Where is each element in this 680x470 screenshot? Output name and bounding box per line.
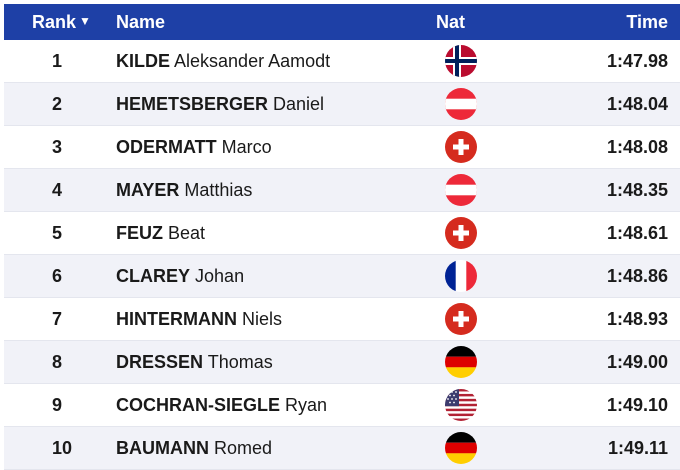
time-cell: 1:48.93	[606, 308, 668, 329]
time-cell: 1:48.61	[606, 222, 668, 243]
athlete-first-name: Thomas	[207, 351, 273, 372]
time-cell: 1:47.98	[606, 50, 668, 71]
athlete-name-cell[interactable]: HINTERMANN Niels	[112, 309, 418, 330]
athlete-first-name: Marco	[221, 136, 272, 157]
nation-cell	[418, 45, 510, 77]
switzerland-flag-icon	[445, 131, 477, 163]
time-cell: 1:49.11	[607, 437, 668, 458]
athlete-first-name: Niels	[242, 308, 283, 329]
athlete-last-name: COCHRAN-SIEGLE	[116, 394, 281, 415]
athlete-first-name: Ryan	[285, 394, 328, 415]
athlete-name-cell[interactable]: KILDE Aleksander Aamodt	[112, 51, 418, 72]
norway-flag-icon	[445, 45, 477, 77]
table-row[interactable]: 9 COCHRAN-SIEGLE Ryan 1:49.10	[4, 384, 680, 427]
athlete-name-cell[interactable]: COCHRAN-SIEGLE Ryan	[112, 395, 418, 416]
nation-cell	[418, 174, 510, 206]
rank-column-header[interactable]: Rank ▼	[4, 12, 112, 33]
name-column-header[interactable]: Name	[116, 11, 166, 32]
table-row[interactable]: 3 ODERMATT Marco 1:48.08	[4, 126, 680, 169]
table-header: Rank ▼ Name Nat Time	[4, 4, 680, 40]
time-cell: 1:48.35	[606, 179, 668, 200]
rank-cell: 6	[4, 266, 112, 287]
rank-cell: 8	[4, 352, 112, 373]
table-row[interactable]: 8 DRESSEN Thomas 1:49.00	[4, 341, 680, 384]
time-cell: 1:48.04	[606, 93, 668, 114]
nation-cell	[418, 303, 510, 335]
rank-value: 8	[52, 351, 63, 372]
athlete-name-cell[interactable]: FEUZ Beat	[112, 223, 418, 244]
usa-flag-icon	[445, 389, 477, 421]
rank-cell: 10	[4, 438, 112, 459]
table-row[interactable]: 4 MAYER Matthias 1:48.35	[4, 169, 680, 212]
nat-column-header[interactable]: Nat	[436, 11, 466, 32]
table-row[interactable]: 5 FEUZ Beat 1:48.61	[4, 212, 680, 255]
nation-cell	[418, 260, 510, 292]
time-cell: 1:48.08	[606, 136, 668, 157]
athlete-first-name: Beat	[168, 222, 206, 243]
athlete-first-name: Matthias	[184, 179, 253, 200]
table-row[interactable]: 7 HINTERMANN Niels 1:48.93	[4, 298, 680, 341]
athlete-last-name: FEUZ	[116, 222, 163, 243]
athlete-name-cell[interactable]: BAUMANN Romed	[112, 438, 418, 459]
athlete-first-name: Romed	[214, 437, 273, 458]
rank-value: 9	[52, 394, 63, 415]
table-body: 1 KILDE Aleksander Aamodt 1:47.98 2 HEMETSBE…	[4, 40, 680, 470]
nation-cell	[418, 432, 510, 464]
austria-flag-icon	[445, 88, 477, 120]
time-cell: 1:49.00	[606, 351, 668, 372]
nation-cell	[418, 131, 510, 163]
rank-cell: 5	[4, 223, 112, 244]
athlete-last-name: DRESSEN	[116, 351, 204, 372]
table-row[interactable]: 10 BAUMANN Romed 1:49.11	[4, 427, 680, 470]
time-cell: 1:48.86	[606, 265, 668, 286]
rank-cell: 4	[4, 180, 112, 201]
rank-header-label: Rank	[32, 11, 77, 32]
nation-cell	[418, 346, 510, 378]
rank-cell: 3	[4, 137, 112, 158]
germany-flag-icon	[445, 346, 477, 378]
table-row[interactable]: 1 KILDE Aleksander Aamodt 1:47.98	[4, 40, 680, 83]
athlete-name-cell[interactable]: ODERMATT Marco	[112, 137, 418, 158]
athlete-last-name: CLAREY	[116, 265, 191, 286]
athlete-name-cell[interactable]: CLAREY Johan	[112, 266, 418, 287]
athlete-last-name: KILDE	[116, 50, 170, 71]
rank-cell: 2	[4, 94, 112, 115]
rank-value: 6	[52, 265, 63, 286]
time-column-header[interactable]: Time	[626, 11, 668, 32]
switzerland-flag-icon	[445, 303, 477, 335]
athlete-name-cell[interactable]: HEMETSBERGER Daniel	[112, 94, 418, 115]
athlete-name-cell[interactable]: DRESSEN Thomas	[112, 352, 418, 373]
nation-cell	[418, 88, 510, 120]
athlete-last-name: HEMETSBERGER	[116, 93, 269, 114]
rank-value: 7	[52, 308, 63, 329]
nation-cell	[418, 217, 510, 249]
rank-value: 3	[52, 136, 63, 157]
rank-value: 2	[52, 93, 63, 114]
rank-value: 4	[52, 179, 63, 200]
rank-cell: 9	[4, 395, 112, 416]
athlete-name-cell[interactable]: MAYER Matthias	[112, 180, 418, 201]
table-row[interactable]: 6 CLAREY Johan 1:48.86	[4, 255, 680, 298]
rank-value: 10	[52, 437, 73, 458]
rank-value: 1	[52, 50, 63, 71]
switzerland-flag-icon	[445, 217, 477, 249]
athlete-last-name: ODERMATT	[116, 136, 217, 157]
austria-flag-icon	[445, 174, 477, 206]
nation-cell	[418, 389, 510, 421]
rank-cell: 7	[4, 309, 112, 330]
athlete-first-name: Aleksander Aamodt	[174, 50, 331, 71]
athlete-last-name: MAYER	[116, 179, 180, 200]
table-row[interactable]: 2 HEMETSBERGER Daniel 1:48.04	[4, 83, 680, 126]
france-flag-icon	[445, 260, 477, 292]
results-table: Rank ▼ Name Nat Time 1 KILDE Aleksander A…	[4, 4, 680, 470]
athlete-last-name: HINTERMANN	[116, 308, 237, 329]
sort-descending-icon[interactable]: ▼	[79, 14, 91, 28]
athlete-first-name: Johan	[195, 265, 245, 286]
germany-flag-icon	[445, 432, 477, 464]
time-cell: 1:49.10	[606, 394, 668, 415]
rank-cell: 1	[4, 51, 112, 72]
athlete-last-name: BAUMANN	[116, 437, 209, 458]
rank-value: 5	[52, 222, 63, 243]
athlete-first-name: Daniel	[273, 93, 325, 114]
